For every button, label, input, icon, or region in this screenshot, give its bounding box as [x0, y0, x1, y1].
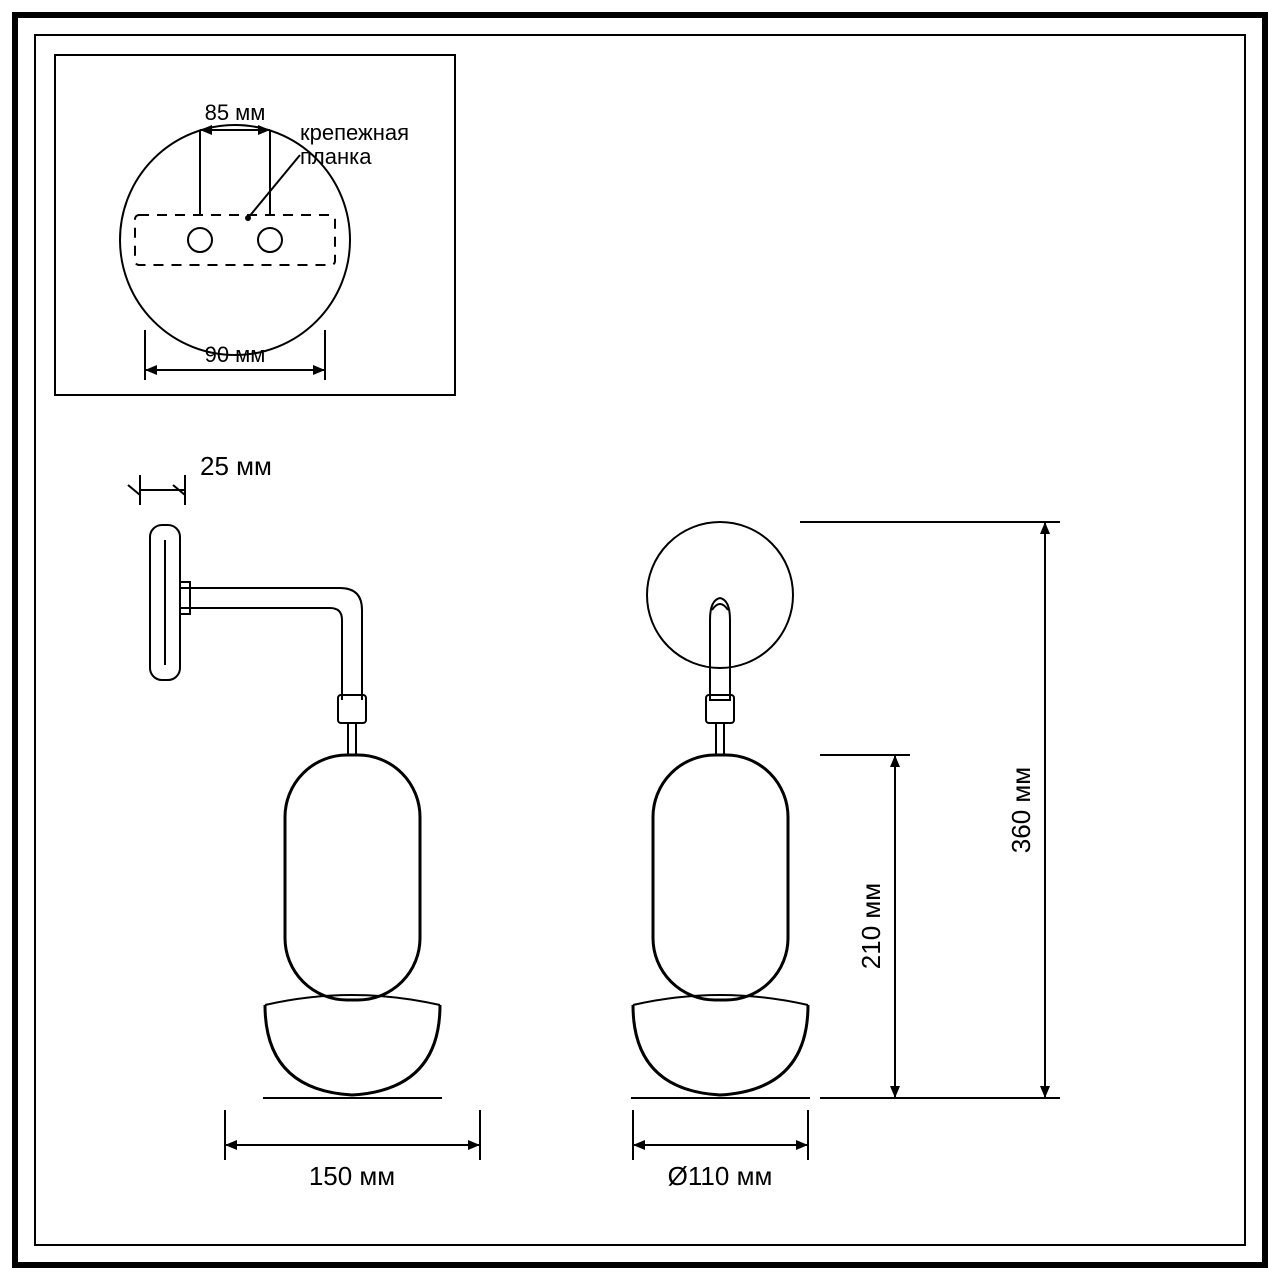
bracket-label-2: планка — [300, 144, 372, 169]
dim-90-label: 90 мм — [205, 342, 266, 367]
outer-frame-1 — [15, 15, 1265, 1265]
dim-d110-label: Ø110 мм — [668, 1161, 773, 1191]
dim-85-label: 85 мм — [205, 100, 266, 125]
outer-frame-2 — [35, 35, 1245, 1245]
inset-detail: 85 мм крепежная планка 90 мм — [55, 55, 455, 395]
front-view: Ø110 мм 210 мм 360 мм — [631, 522, 1060, 1191]
side-view: 25 мм 150 мм — [128, 451, 480, 1191]
dim-25-label: 25 мм — [200, 451, 272, 481]
dim-210-label: 210 мм — [856, 883, 886, 969]
bracket-label-1: крепежная — [300, 120, 409, 145]
dim-360-label: 360 мм — [1006, 767, 1036, 853]
dim-150-label: 150 мм — [309, 1161, 395, 1191]
